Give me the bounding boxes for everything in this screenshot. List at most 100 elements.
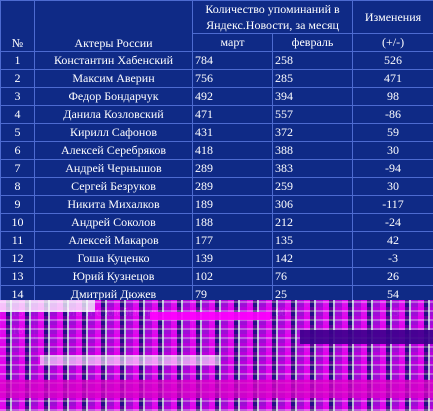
change-value: 98 — [352, 87, 433, 106]
february-value: 25 — [271, 285, 354, 304]
march-value: 418 — [192, 141, 273, 160]
march-value: 756 — [192, 69, 273, 88]
change-value: -24 — [352, 213, 433, 232]
actor-name: Никита Михалков — [34, 195, 193, 214]
march-value: 188 — [192, 213, 273, 232]
march-value: 177 — [192, 231, 273, 250]
change-value: -86 — [352, 105, 433, 124]
change-value: -117 — [352, 195, 433, 214]
header-row: № Актеры России Количество упоминаний в … — [0, 0, 433, 52]
change-column-header: Изменения — [352, 0, 433, 34]
table-row: 16 — [0, 321, 433, 340]
actor-name: Андрей Соколов — [34, 213, 193, 232]
actor-name: Андрей Чернышов — [34, 159, 193, 178]
row-number: 12 — [0, 249, 35, 268]
table-row: 4 Данила Козловский 471 557 -86 — [0, 105, 433, 124]
actor-name: Иван Охлобыстин — [34, 303, 193, 322]
march-value: 139 — [192, 249, 273, 268]
row-number: 10 — [0, 213, 35, 232]
table-row: 3 Федор Бондарчук 492 394 98 — [0, 87, 433, 106]
february-value: 285 — [271, 69, 354, 88]
row-number: 3 — [0, 87, 35, 106]
row-number: 9 — [0, 195, 35, 214]
march-value: 75 — [192, 303, 273, 322]
glitch-artifact — [40, 355, 220, 365]
march-value: 492 — [192, 87, 273, 106]
february-value: 76 — [271, 267, 354, 286]
row-number: 15 — [0, 303, 35, 322]
row-number: 13 — [0, 267, 35, 286]
change-value: -3 — [352, 249, 433, 268]
row-number: 5 — [0, 123, 35, 142]
february-value: 557 — [271, 105, 354, 124]
row-number: 8 — [0, 177, 35, 196]
table-row: 9 Никита Михалков 189 306 -117 — [0, 195, 433, 214]
march-value: 189 — [192, 195, 273, 214]
row-number: 14 — [0, 285, 35, 304]
actor-name: Максим Аверин — [34, 69, 193, 88]
actor-name: Алексей Макаров — [34, 231, 193, 250]
row-number: 6 — [0, 141, 35, 160]
actor-name: Юрий Кузнецов — [34, 267, 193, 286]
table-row: 8 Сергей Безруков 289 259 30 — [0, 177, 433, 196]
actor-name: Кирилл Сафонов — [34, 123, 193, 142]
change-value: 54 — [352, 285, 433, 304]
row-number: 7 — [0, 159, 35, 178]
actor-name — [34, 321, 193, 340]
february-value: 372 — [271, 123, 354, 142]
table-row: 11 Алексей Макаров 177 135 42 — [0, 231, 433, 250]
change-value: 15 — [352, 303, 433, 322]
february-value: 388 — [271, 141, 354, 160]
february-value — [271, 321, 354, 340]
march-value: 784 — [192, 51, 273, 70]
table-body: 1 Константин Хабенский 784 258 526 2 Максим Ав… — [0, 51, 433, 340]
row-number: 1 — [0, 51, 35, 70]
mentions-column-header: Количество упоминаний в Яндекс.Новости, … — [191, 0, 354, 34]
table-row: 13 Юрий Кузнецов 102 76 26 — [0, 267, 433, 286]
table-row: 2 Максим Аверин 756 285 471 — [0, 69, 433, 88]
february-value: 135 — [271, 231, 354, 250]
change-value: 26 — [352, 267, 433, 286]
actor-name: Дмитрий Дюжев — [34, 285, 193, 304]
table-row: 10 Андрей Соколов 188 212 -24 — [0, 213, 433, 232]
table-row: 15 Иван Охлобыстин 75 60 15 — [0, 303, 433, 322]
march-value: 289 — [192, 177, 273, 196]
change-value: 30 — [352, 141, 433, 160]
february-subheader: февраль — [271, 33, 354, 52]
change-value — [352, 321, 433, 340]
march-subheader: март — [192, 33, 273, 52]
actor-name: Гоша Куценко — [34, 249, 193, 268]
change-value: 526 — [352, 51, 433, 70]
change-value: -94 — [352, 159, 433, 178]
actor-column-header: Актеры России — [34, 0, 193, 52]
march-value — [192, 321, 273, 340]
february-value: 383 — [271, 159, 354, 178]
change-value: 30 — [352, 177, 433, 196]
march-value: 431 — [192, 123, 273, 142]
march-value: 471 — [192, 105, 273, 124]
february-value: 259 — [271, 177, 354, 196]
march-value: 79 — [192, 285, 273, 304]
row-number: 2 — [0, 69, 35, 88]
february-value: 306 — [271, 195, 354, 214]
actor-name: Сергей Безруков — [34, 177, 193, 196]
row-number: 11 — [0, 231, 35, 250]
table-row: 5 Кирилл Сафонов 431 372 59 — [0, 123, 433, 142]
change-subheader: (+/-) — [352, 33, 433, 52]
march-value: 102 — [192, 267, 273, 286]
table-row: 6 Алексей Серебряков 418 388 30 — [0, 141, 433, 160]
table-row: 1 Константин Хабенский 784 258 526 — [0, 51, 433, 70]
glitch-artifact — [0, 380, 433, 398]
change-value: 471 — [352, 69, 433, 88]
actor-name: Константин Хабенский — [34, 51, 193, 70]
february-value: 142 — [271, 249, 354, 268]
actor-name: Данила Козловский — [34, 105, 193, 124]
actors-mentions-table: № Актеры России Количество упоминаний в … — [0, 0, 433, 340]
actor-name: Федор Бондарчук — [34, 87, 193, 106]
table-row: 14 Дмитрий Дюжев 79 25 54 — [0, 285, 433, 304]
table-row: 7 Андрей Чернышов 289 383 -94 — [0, 159, 433, 178]
february-value: 60 — [271, 303, 354, 322]
march-value: 289 — [192, 159, 273, 178]
february-value: 258 — [271, 51, 354, 70]
change-value: 42 — [352, 231, 433, 250]
